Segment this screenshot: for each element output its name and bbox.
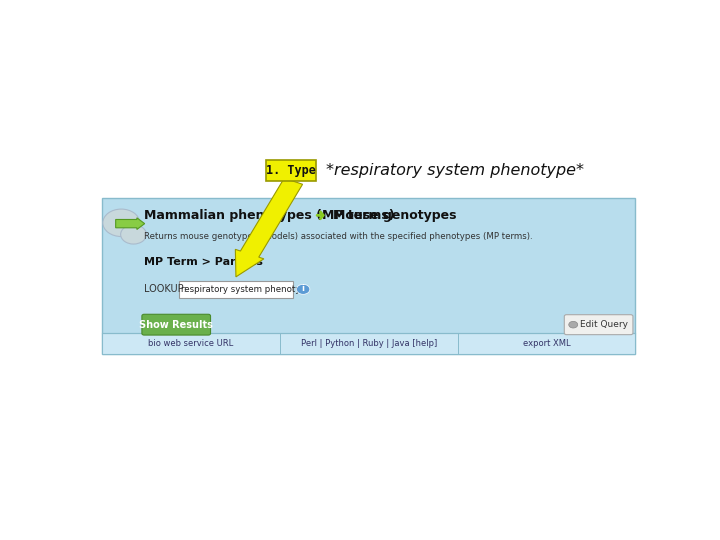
Polygon shape — [235, 178, 302, 277]
Text: export XML: export XML — [523, 339, 570, 348]
Text: Show Results: Show Results — [139, 320, 213, 330]
Circle shape — [569, 321, 577, 328]
FancyBboxPatch shape — [102, 198, 635, 354]
Text: LOOKUP:: LOOKUP: — [144, 285, 187, 294]
FancyBboxPatch shape — [102, 333, 635, 354]
Text: i: i — [302, 285, 305, 293]
Circle shape — [103, 209, 140, 237]
Text: Edit Query: Edit Query — [580, 320, 629, 329]
FancyBboxPatch shape — [142, 314, 210, 335]
FancyBboxPatch shape — [266, 160, 316, 181]
FancyArrow shape — [116, 218, 145, 230]
Text: Mouse genotypes: Mouse genotypes — [333, 209, 456, 222]
Text: Returns mouse genotypes (models) associated with the specified phenotypes (MP te: Returns mouse genotypes (models) associa… — [144, 232, 533, 241]
Text: bio web service URL: bio web service URL — [148, 339, 234, 348]
Text: respiratory system phenoty: respiratory system phenoty — [181, 285, 300, 294]
FancyBboxPatch shape — [179, 281, 293, 298]
Circle shape — [297, 285, 310, 294]
Text: Mammalian phenotypes (MP terms): Mammalian phenotypes (MP terms) — [144, 209, 395, 222]
FancyBboxPatch shape — [564, 315, 633, 335]
Text: *respiratory system phenotype*: *respiratory system phenotype* — [326, 163, 584, 178]
Text: 1. Type: 1. Type — [266, 164, 316, 177]
Text: MP Term > Parents: MP Term > Parents — [144, 257, 263, 267]
Circle shape — [121, 225, 146, 244]
Text: Perl | Python | Ruby | Java [help]: Perl | Python | Ruby | Java [help] — [300, 339, 437, 348]
